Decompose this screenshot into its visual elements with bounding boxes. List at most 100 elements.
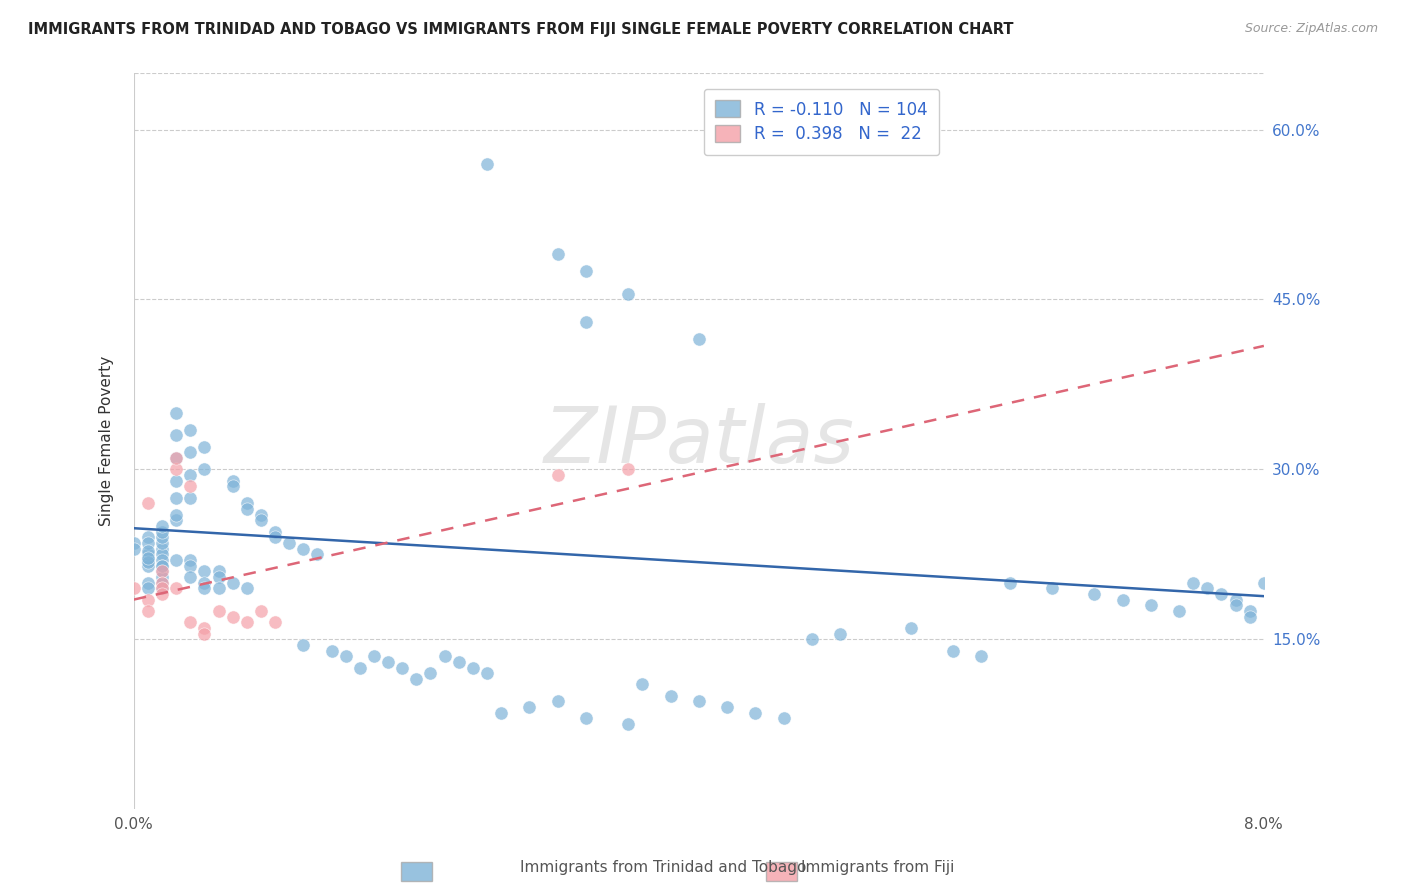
Point	[165, 553, 187, 567]
Point	[150, 581, 173, 595]
Point	[150, 558, 173, 573]
Point	[942, 643, 965, 657]
Point	[150, 519, 173, 533]
Point	[165, 428, 187, 442]
Point	[475, 156, 498, 170]
Point	[830, 626, 852, 640]
Point	[1111, 592, 1133, 607]
Point	[292, 541, 315, 556]
Point	[970, 649, 993, 664]
Point	[136, 592, 159, 607]
Point	[150, 547, 173, 561]
Point	[122, 536, 145, 550]
Point	[391, 660, 413, 674]
Point	[321, 643, 343, 657]
Text: Immigrants from Fiji: Immigrants from Fiji	[801, 861, 955, 875]
Point	[179, 615, 201, 630]
Point	[150, 587, 173, 601]
Point	[150, 564, 173, 578]
Point	[150, 581, 173, 595]
Point	[150, 536, 173, 550]
Point	[349, 660, 371, 674]
Point	[264, 530, 287, 544]
Point	[475, 666, 498, 681]
Point	[136, 536, 159, 550]
Point	[489, 706, 512, 720]
Point	[1253, 575, 1275, 590]
Point	[136, 555, 159, 569]
Point	[517, 700, 540, 714]
Point	[207, 604, 229, 618]
Point	[405, 672, 427, 686]
Point	[136, 544, 159, 558]
Point	[150, 530, 173, 544]
Point	[1140, 599, 1163, 613]
Point	[165, 474, 187, 488]
Point	[617, 462, 640, 476]
Point	[575, 264, 598, 278]
Point	[150, 541, 173, 556]
Point	[547, 694, 569, 708]
Point	[193, 626, 215, 640]
Point	[179, 553, 201, 567]
Point	[377, 655, 399, 669]
Point	[250, 513, 273, 527]
Point	[363, 649, 385, 664]
Point	[264, 615, 287, 630]
Point	[165, 508, 187, 522]
Point	[250, 604, 273, 618]
Point	[307, 547, 329, 561]
Point	[772, 711, 794, 725]
Point	[193, 564, 215, 578]
Point	[1225, 592, 1247, 607]
Point	[900, 621, 922, 635]
Point	[264, 524, 287, 539]
Point	[165, 513, 187, 527]
Point	[122, 581, 145, 595]
Point	[179, 423, 201, 437]
Point	[150, 564, 173, 578]
Point	[150, 524, 173, 539]
Point	[221, 609, 243, 624]
Point	[165, 450, 187, 465]
Point	[236, 502, 259, 516]
Point	[221, 575, 243, 590]
Point	[236, 615, 259, 630]
Point	[150, 575, 173, 590]
Point	[688, 332, 710, 346]
Point	[998, 575, 1021, 590]
Point	[575, 315, 598, 329]
Point	[659, 689, 682, 703]
Point	[1225, 599, 1247, 613]
Text: Source: ZipAtlas.com: Source: ZipAtlas.com	[1244, 22, 1378, 36]
Point	[136, 604, 159, 618]
Point	[179, 468, 201, 483]
Point	[1040, 581, 1063, 595]
Point	[547, 468, 569, 483]
Point	[1168, 604, 1191, 618]
Point	[193, 621, 215, 635]
Point	[193, 440, 215, 454]
Point	[292, 638, 315, 652]
Point	[688, 694, 710, 708]
Point	[547, 247, 569, 261]
Point	[278, 536, 301, 550]
Point	[1211, 587, 1233, 601]
Point	[136, 550, 159, 565]
Point	[179, 445, 201, 459]
Point	[631, 677, 654, 691]
Point	[150, 575, 173, 590]
Point	[221, 479, 243, 493]
Point	[165, 406, 187, 420]
Point	[250, 508, 273, 522]
Point	[236, 581, 259, 595]
Point	[136, 553, 159, 567]
Point	[136, 575, 159, 590]
Point	[179, 491, 201, 505]
Point	[165, 581, 187, 595]
Point	[617, 717, 640, 731]
Point	[193, 575, 215, 590]
Point	[179, 570, 201, 584]
Point	[800, 632, 823, 647]
Point	[1239, 604, 1261, 618]
